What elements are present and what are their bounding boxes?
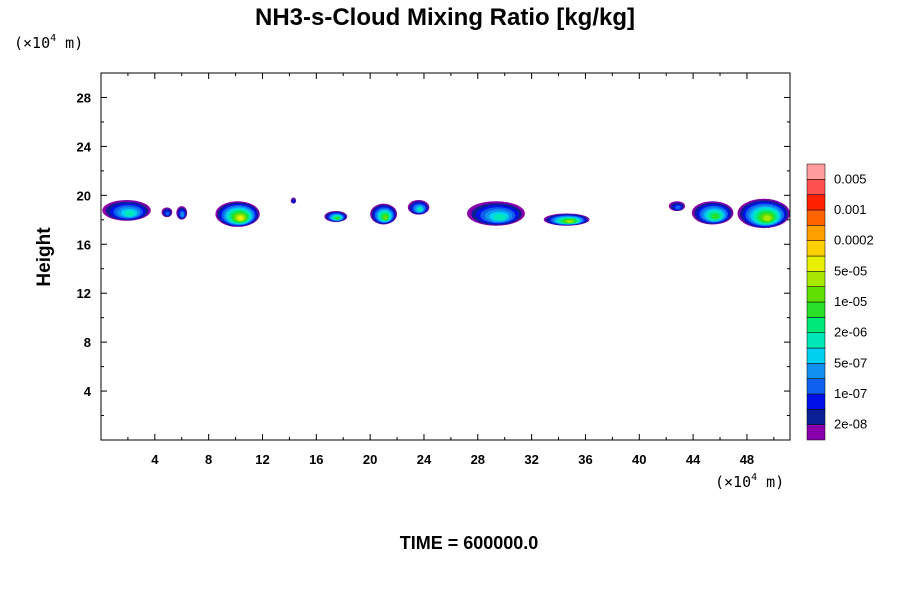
- cloud-contour-level: [417, 207, 423, 212]
- x-tick-label: 40: [632, 452, 646, 467]
- x-tick-label: 32: [524, 452, 538, 467]
- cloud-contour-level: [711, 213, 719, 219]
- cloud-layer: [102, 197, 790, 229]
- cloud-patch: [691, 201, 734, 225]
- colorbar-swatch: [806, 317, 826, 333]
- colorbar-swatch: [806, 179, 826, 195]
- cloud-contour-level: [124, 210, 135, 217]
- colorbar-swatch: [806, 301, 826, 318]
- colorbar-label: 0.0002: [834, 233, 874, 248]
- cloud-patch: [668, 201, 686, 212]
- cloud-contour-level: [675, 205, 681, 210]
- plot-background: [101, 73, 790, 440]
- colorbar-label: 2e-08: [834, 417, 867, 432]
- colorbar-label: 0.001: [834, 202, 867, 217]
- y-tick-label: 8: [84, 335, 91, 350]
- x-tick-label: 28: [471, 452, 485, 467]
- cloud-patch: [467, 201, 525, 226]
- cloud-patch: [370, 203, 398, 225]
- x-tick-label: 4: [151, 452, 159, 467]
- x-tick-label: 16: [309, 452, 323, 467]
- cloud-patch: [176, 206, 188, 220]
- x-tick-label: 48: [740, 452, 754, 467]
- colorbar-swatch: [806, 271, 826, 287]
- cloud-patch: [215, 201, 260, 227]
- x-tick-label: 36: [578, 452, 592, 467]
- cloud-patch: [407, 200, 430, 215]
- colorbar-label: 1e-07: [834, 386, 867, 401]
- cloud-patch: [324, 211, 348, 223]
- colorbar-label: 5e-07: [834, 355, 867, 370]
- colorbar: 2e-08 1e-07 5e-07 2e-06 1e-05 5e-05 0.0002 0.00…: [806, 163, 874, 441]
- cloud-contour-level: [165, 211, 170, 216]
- colorbar-swatch: [806, 240, 826, 257]
- colorbar-swatch: [806, 363, 826, 379]
- colorbar-label: 0.005: [834, 171, 867, 186]
- colorbar-swatch: [806, 409, 826, 425]
- y-tick-label: 28: [77, 90, 91, 105]
- chart-title: NH3-s-Cloud Mixing Ratio [kg/kg]: [255, 4, 635, 31]
- colorbar-swatch: [806, 424, 826, 441]
- colorbar-swatch: [806, 393, 826, 410]
- cloud-contour-level: [383, 215, 388, 220]
- colorbar-swatch: [806, 255, 826, 272]
- y-tick-label: 4: [84, 384, 92, 399]
- colorbar-swatch: [806, 332, 826, 349]
- x-tick-label: 12: [255, 452, 269, 467]
- colorbar-swatch: [806, 286, 826, 303]
- cloud-patch: [737, 198, 790, 229]
- y-tick-label: 16: [77, 237, 91, 252]
- cloud-contour-level: [335, 217, 340, 220]
- cloud-contour-level: [566, 220, 573, 223]
- cloud-contour-level: [292, 199, 295, 203]
- x-tick-label: 24: [417, 452, 432, 467]
- cloud-patch: [543, 213, 590, 226]
- y-unit-label: (×104 m): [14, 33, 83, 52]
- cloud-contour-level: [237, 215, 244, 221]
- y-tick-label: 20: [77, 188, 91, 203]
- cloud-contour-level: [180, 212, 184, 218]
- cloud-patch: [161, 207, 173, 218]
- cloud-patch: [102, 200, 151, 221]
- x-unit-label: (×104 m): [715, 472, 784, 491]
- colorbar-label: 1e-05: [834, 294, 867, 309]
- colorbar-label: 5e-05: [834, 263, 867, 278]
- cloud-contour-level: [763, 215, 771, 221]
- y-tick-label: 24: [77, 139, 92, 154]
- y-tick-label: 12: [77, 286, 91, 301]
- colorbar-label: 2e-06: [834, 325, 867, 340]
- x-tick-label: 44: [686, 452, 701, 467]
- x-tick-label: 20: [363, 452, 377, 467]
- colorbar-swatch: [806, 225, 826, 241]
- colorbar-swatch: [806, 347, 826, 364]
- cloud-patch: [290, 197, 297, 204]
- plot-frame: [100, 72, 791, 441]
- colorbar-swatch: [806, 194, 826, 211]
- x-tick-label: 8: [205, 452, 212, 467]
- time-label: TIME = 600000.0: [400, 533, 539, 553]
- colorbar-swatch: [806, 209, 826, 226]
- cloud-contour-level: [493, 213, 506, 221]
- colorbar-swatch: [806, 378, 826, 395]
- y-axis-label: Height: [34, 227, 55, 287]
- colorbar-swatch: [806, 163, 826, 180]
